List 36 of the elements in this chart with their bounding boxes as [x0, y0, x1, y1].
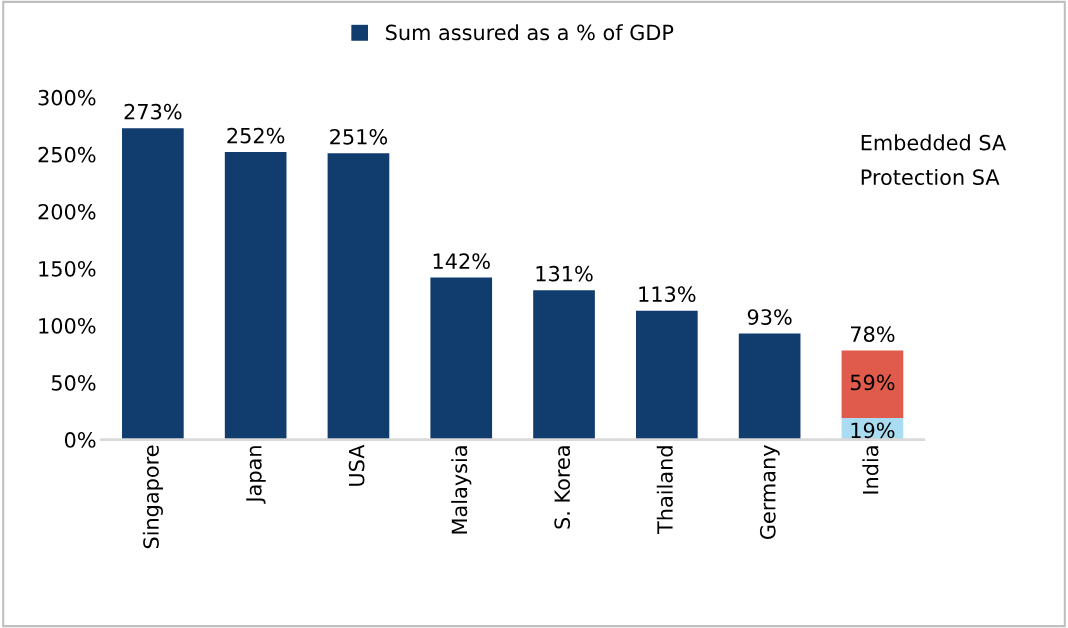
- y-tick-label: 0%: [64, 432, 96, 448]
- data-label: 252%: [227, 127, 285, 144]
- y-tick-label: 100%: [39, 317, 96, 334]
- legend-label: Sum assured as a % of GDP: [386, 24, 674, 41]
- x-tick-label: Germany: [759, 445, 780, 540]
- total-label: 78%: [850, 326, 895, 343]
- data-label: 113%: [639, 286, 696, 303]
- bar: [738, 333, 801, 440]
- bar: [122, 128, 184, 440]
- bar: [224, 152, 287, 440]
- data-label: 251%: [330, 128, 388, 145]
- data-label: 273%: [124, 103, 182, 120]
- bar: [327, 153, 390, 440]
- data-label: 59%: [850, 374, 895, 391]
- y-tick-label: 50%: [51, 375, 96, 391]
- x-tick-label: Thailand: [656, 446, 673, 534]
- annotation: Protection SA: [861, 168, 1000, 186]
- x-tick-label: S. Korea: [554, 446, 571, 529]
- x-tick-label: Malaysia: [451, 446, 472, 534]
- x-tick-label: Japan: [246, 446, 266, 504]
- y-tick-label: 250%: [38, 146, 96, 163]
- bar: [430, 277, 493, 440]
- data-label: 19%: [851, 422, 895, 439]
- bar: [635, 310, 698, 440]
- data-label: 131%: [536, 265, 593, 282]
- data-label: 142%: [433, 253, 490, 269]
- data-label: 93%: [747, 309, 792, 325]
- x-tick-label: Singapore: [142, 445, 163, 549]
- bar: [533, 290, 595, 440]
- x-tick-label: India: [862, 446, 879, 494]
- bar: [841, 350, 904, 418]
- x-tick-label: USA: [348, 444, 365, 486]
- y-tick-label: 150%: [39, 260, 96, 277]
- y-tick-label: 200%: [38, 203, 96, 220]
- y-tick-label: 300%: [38, 89, 96, 106]
- annotation: Embedded SA: [861, 134, 1007, 151]
